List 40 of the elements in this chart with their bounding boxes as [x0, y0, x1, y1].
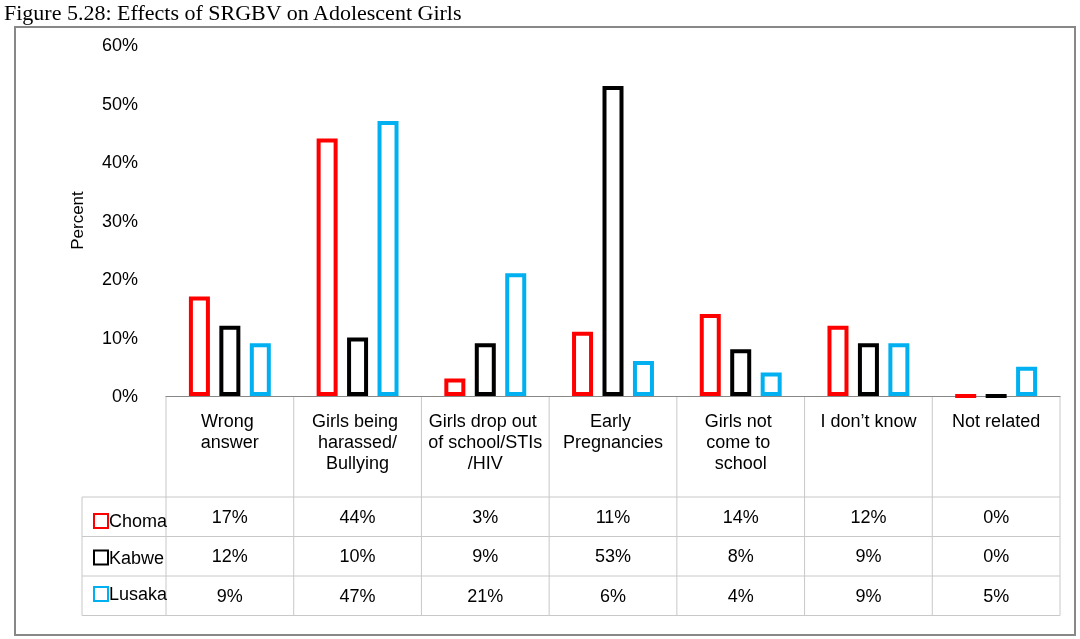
legend-label: Kabwe	[109, 547, 165, 568]
data-label: 14%	[722, 506, 759, 527]
data-label: 10%	[339, 546, 376, 567]
y-tick-label: 60%	[101, 35, 138, 55]
data-label: 17%	[211, 506, 248, 527]
x-tick-label: I don’t know	[820, 410, 918, 431]
y-tick-label: 50%	[101, 93, 138, 114]
data-label: 5%	[983, 585, 1010, 606]
data-label: 9%	[216, 585, 243, 606]
y-tick-label: 40%	[101, 152, 138, 172]
x-tick-label: Early Pregnancies	[562, 410, 664, 452]
data-label: 12%	[850, 506, 887, 527]
data-label: 6%	[599, 585, 627, 606]
chart-title: Figure 5.28: Effects of SRGBV on Adolescent Girls	[4, 0, 462, 26]
data-label: 47%	[339, 585, 376, 606]
x-tick-label: Wrong answer	[200, 410, 259, 452]
data-label: 11%	[595, 506, 631, 527]
data-label: 0%	[983, 506, 1010, 527]
x-tick-label: Not related	[952, 410, 1041, 431]
data-label: 44%	[339, 506, 376, 527]
y-tick-label: 10%	[101, 327, 138, 348]
y-tick-label: 30%	[101, 210, 138, 231]
data-label: 9%	[855, 546, 882, 567]
data-label: 0%	[983, 546, 1010, 567]
data-label: 21%	[467, 585, 504, 606]
y-tick-label: 0%	[111, 386, 138, 406]
x-tick-label: Girls drop out of school/STIs/HIV	[428, 410, 543, 473]
y-axis-title: Percent	[68, 190, 87, 250]
data-label: 12%	[211, 546, 248, 567]
x-tick-label: Girls being harassed/Bullying	[312, 410, 404, 473]
data-label: 53%	[594, 546, 632, 567]
data-label: 3%	[472, 506, 499, 527]
data-label: 9%	[855, 585, 882, 606]
legend-label: Choma	[109, 511, 169, 531]
y-tick-label: 20%	[101, 269, 138, 289]
x-tick-label: Girls not come to school	[704, 410, 777, 473]
data-label: 4%	[727, 585, 754, 606]
data-label: 8%	[727, 546, 754, 567]
legend-label: Lusaka	[109, 584, 169, 604]
data-label: 9%	[472, 546, 499, 567]
